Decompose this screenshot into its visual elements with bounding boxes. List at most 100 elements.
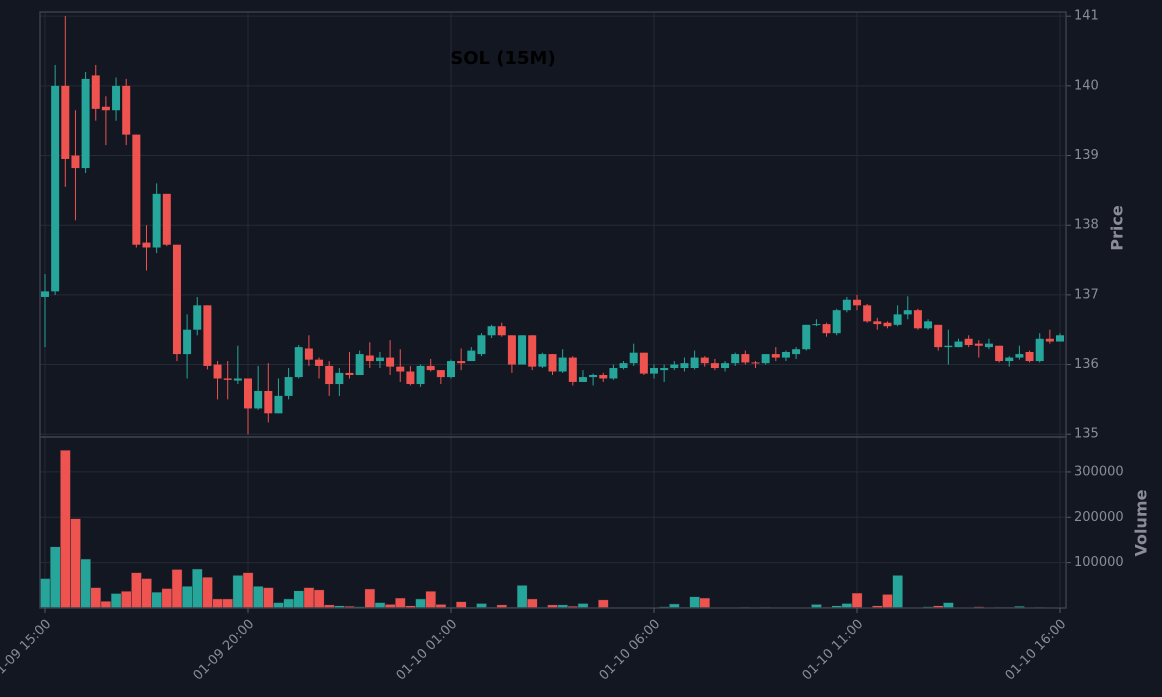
candle-body: [386, 357, 395, 367]
candle-body: [1015, 354, 1024, 358]
y-axis-label: Volume: [1132, 489, 1151, 556]
y-tick-label: 100000: [1074, 555, 1124, 570]
candle-body: [731, 354, 740, 364]
chart-title: SOL (15M): [450, 48, 555, 69]
candle-body: [984, 343, 993, 348]
volume-bar: [526, 598, 538, 609]
candle-body: [974, 343, 983, 346]
candle-body: [497, 326, 506, 336]
candle-body: [365, 355, 374, 362]
candle-body: [355, 354, 364, 375]
candle-body: [507, 335, 516, 365]
candle-body: [883, 322, 892, 327]
candle-body: [934, 324, 943, 348]
volume-bar: [222, 598, 234, 609]
candle-body: [1025, 352, 1034, 362]
volume-bar: [151, 591, 163, 609]
volume-bar: [415, 598, 426, 609]
candle-body: [680, 363, 689, 369]
volume-bar: [232, 575, 244, 609]
y-tick-label: 300000: [1074, 464, 1124, 479]
candle-body: [924, 321, 933, 329]
candle-body: [650, 368, 658, 374]
y-tick-label: 200000: [1074, 510, 1124, 525]
candle-body: [1035, 338, 1044, 362]
volume-bar: [90, 587, 102, 609]
candle-body: [548, 354, 557, 372]
candle-body: [426, 365, 435, 371]
candle-body: [244, 378, 252, 409]
volume-bar: [60, 449, 71, 609]
candle-body: [1056, 335, 1064, 342]
candle-body: [162, 193, 171, 245]
volume-bar: [252, 585, 264, 609]
volume-bar: [120, 590, 132, 609]
candle-body: [863, 305, 872, 322]
volume-bar: [181, 585, 193, 609]
candle-body: [315, 359, 324, 366]
candle-body: [112, 85, 121, 111]
volume-bar: [395, 597, 406, 609]
volume-bar: [851, 592, 863, 609]
y-tick-label: 140: [1074, 78, 1099, 93]
volume-bar: [100, 600, 112, 609]
candle-body: [132, 134, 141, 245]
candle-body: [629, 352, 638, 364]
y-tick-label: 137: [1074, 287, 1099, 302]
candle-body: [284, 377, 293, 396]
candle-body: [203, 305, 212, 366]
volume-bar: [171, 569, 183, 609]
candle-body: [71, 155, 80, 169]
candle-body: [842, 299, 851, 311]
volume-bar: [110, 593, 122, 609]
candle-body: [913, 310, 922, 329]
volume-bar: [141, 578, 152, 609]
volume-bar: [882, 594, 893, 609]
candle-body: [568, 357, 577, 382]
candle-body: [264, 391, 273, 414]
candle-body: [832, 310, 841, 334]
candle-body: [690, 357, 699, 369]
candle-body: [233, 378, 242, 381]
volume-bar: [455, 601, 467, 609]
candle-body: [335, 372, 344, 385]
candle-body: [396, 366, 405, 372]
candle-body: [670, 364, 679, 369]
volume-bar: [263, 587, 274, 609]
candle-body: [1005, 357, 1014, 362]
volume-bar: [364, 588, 376, 609]
candle-body: [710, 363, 719, 369]
candle-body: [802, 324, 811, 350]
y-axis-label: Price: [1108, 205, 1127, 251]
candle-body: [223, 378, 232, 380]
candle-body: [812, 324, 821, 326]
candle-body: [964, 338, 973, 346]
volume-bar: [202, 576, 213, 609]
candle-body: [416, 365, 425, 385]
candle-body: [781, 352, 790, 358]
volume-bar: [192, 568, 203, 609]
candle-body: [995, 345, 1004, 362]
y-tick-label: 141: [1074, 9, 1099, 24]
volume-bar: [699, 597, 711, 609]
candle-body: [639, 352, 648, 374]
candle-body: [741, 354, 750, 363]
candle-body: [406, 371, 415, 385]
candle-body: [51, 85, 60, 292]
candle-body: [447, 361, 455, 378]
candle-body: [700, 357, 709, 364]
candle-body: [172, 244, 181, 355]
volume-bar: [49, 546, 61, 609]
volume-bar: [80, 558, 91, 609]
candle-body: [81, 78, 90, 169]
candle-body: [41, 291, 49, 297]
candle-body: [619, 363, 628, 369]
candle-body: [944, 345, 953, 348]
candle-body: [142, 242, 151, 248]
volume-bar: [313, 589, 325, 609]
volume-bar: [242, 572, 254, 609]
candle-body: [903, 310, 912, 315]
volume-bar: [283, 598, 295, 609]
candle-body: [771, 354, 780, 358]
candle-body: [122, 85, 131, 135]
